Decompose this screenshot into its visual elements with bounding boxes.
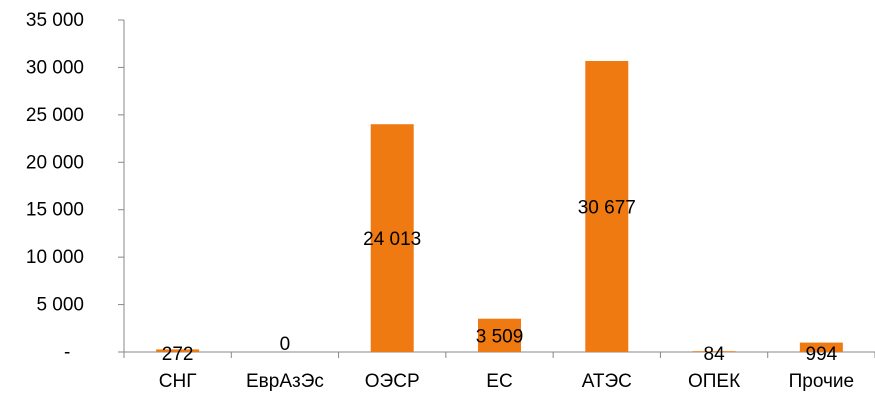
bar [370,124,414,352]
y-tick-label: 15 000 [26,200,84,221]
y-tick-label: 10 000 [26,247,84,268]
data-label: 3 509 [476,326,524,347]
x-tick-label: СНГ [159,371,197,392]
x-tick-label: Прочие [789,371,854,392]
data-label: 994 [806,344,838,365]
x-tick-label: ОПЕК [688,371,740,392]
data-labels: 272 0 24 013 3 509 30 677 84 994 [162,198,838,365]
bar [692,351,736,352]
x-tick-label: ЕврАзЭс [246,371,324,392]
bar [156,349,200,352]
y-tick-label: 5 000 [36,295,84,316]
y-tick-label: 35 000 [26,10,84,31]
data-label: 24 013 [363,229,421,250]
y-tick-label: 20 000 [26,152,84,173]
data-label: 30 677 [578,198,636,219]
bar [478,318,521,352]
bar [799,342,843,352]
data-label: 84 [704,344,726,365]
data-label: 0 [280,334,291,355]
bars [156,61,843,352]
x-tick-label: АТЭС [582,371,632,392]
y-axis: - 5 000 10 000 15 000 20 000 25 000 30 000 35 0… [26,10,125,363]
y-tick-label: - [64,342,70,363]
data-label: 272 [162,344,194,365]
y-tick-label: 25 000 [26,105,84,126]
x-tick-label: ОЭСР [365,371,420,392]
y-tick-label: 30 000 [26,57,84,78]
x-axis: СНГ ЕврАзЭс ОЭСР ЕС АТЭС ОПЕК Прочие [123,351,875,392]
bar [585,61,629,352]
x-tick-label: ЕС [486,371,512,392]
